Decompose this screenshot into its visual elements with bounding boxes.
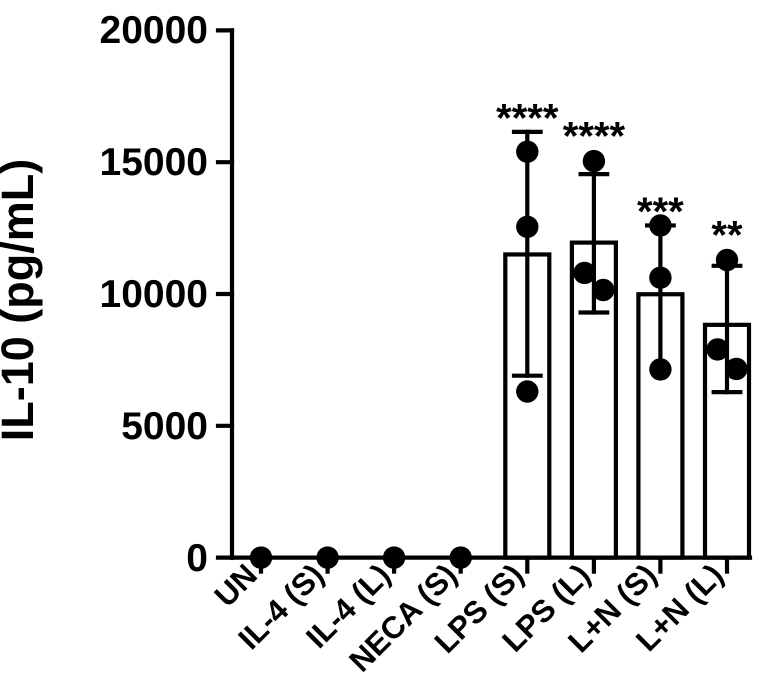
svg-text:**: **: [711, 213, 743, 257]
svg-text:15000: 15000: [100, 141, 208, 184]
svg-text:****: ****: [496, 96, 559, 140]
svg-text:****: ****: [563, 114, 626, 158]
svg-text:IL-10 (pg/mL): IL-10 (pg/mL): [0, 159, 43, 441]
svg-text:10000: 10000: [100, 273, 208, 316]
svg-text:0: 0: [186, 537, 208, 580]
svg-text:***: ***: [637, 190, 684, 234]
svg-text:5000: 5000: [121, 405, 208, 448]
svg-text:20000: 20000: [100, 9, 208, 52]
